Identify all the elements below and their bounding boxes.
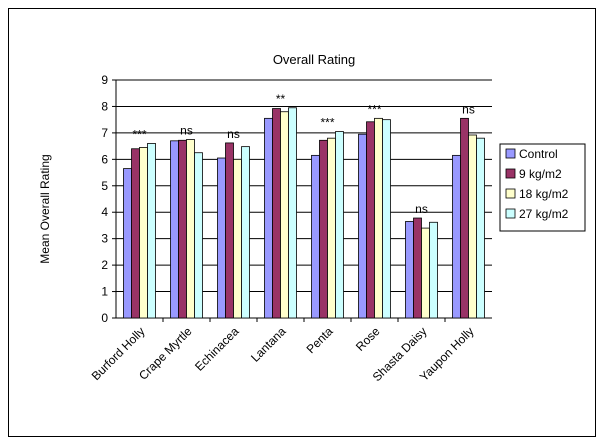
significance-label: ns [180,124,193,138]
bar [131,148,140,319]
bar [476,137,485,319]
x-tick-label: Lantana [248,324,289,365]
bar-chart: Overall Rating Mean Overall Rating 0 1 2 3 4… [38,52,586,384]
chart-title: Overall Rating [273,52,355,67]
bar [358,133,367,319]
significance-label: ns [415,202,428,216]
y-tick-label: 4 [101,205,108,219]
bar [335,131,344,319]
bar [366,121,375,319]
x-tick-label: Echinacea [192,324,242,374]
y-tick-label: 0 [101,311,108,325]
significance-label: ns [462,102,475,116]
legend-swatch [505,208,516,219]
y-tick-label: 8 [101,99,108,113]
bar [311,154,320,319]
y-tick-label: 3 [101,232,108,246]
x-tick-label: Rose [353,324,383,354]
legend-label: 9 kg/m2 [519,167,562,181]
legend-label: 18 kg/m2 [519,187,569,201]
legend-label: 27 kg/m2 [519,207,569,221]
bar [241,146,250,319]
significance-label: *** [132,127,146,141]
bar [264,117,273,319]
bar [233,158,242,319]
legend-label: Control [519,147,558,161]
bar [123,168,132,319]
bar [452,154,461,319]
bar [421,227,430,319]
significance-label: ns [227,127,240,141]
legend-swatch [505,148,516,159]
bar [382,119,391,319]
bar [288,107,297,319]
y-tick-label: 1 [101,285,108,299]
bar [225,142,234,319]
significance-label: *** [320,116,334,130]
bar [186,139,195,319]
x-tick-label: Penta [304,324,336,356]
y-tick-label: 6 [101,152,108,166]
bar [194,152,203,319]
significance-label: *** [367,102,381,116]
bar [170,140,179,319]
bar [413,217,422,319]
bar [319,139,328,319]
bar [374,117,383,319]
y-tick-label: 7 [101,126,108,140]
legend: Control 9 kg/m2 18 kg/m2 27 kg/m2 [499,143,586,232]
bar [139,147,148,319]
legend-swatch [505,188,516,199]
bar [147,143,156,319]
bar [468,134,477,319]
legend-swatch [505,168,516,179]
chart-frame: Overall Rating Mean Overall Rating 0 1 2 3 4… [8,8,596,437]
bar [272,108,281,319]
bar [327,137,336,319]
y-tick-label: 9 [101,73,108,87]
y-tick-label: 2 [101,258,108,272]
bar [460,117,469,319]
significance-label: ** [276,92,286,106]
y-tick-label: 5 [101,179,108,193]
bar [280,111,289,319]
y-axis-label: Mean Overall Rating [38,154,52,263]
bar [429,221,438,319]
bar [217,157,226,319]
bar [178,139,187,319]
bar [405,221,414,319]
